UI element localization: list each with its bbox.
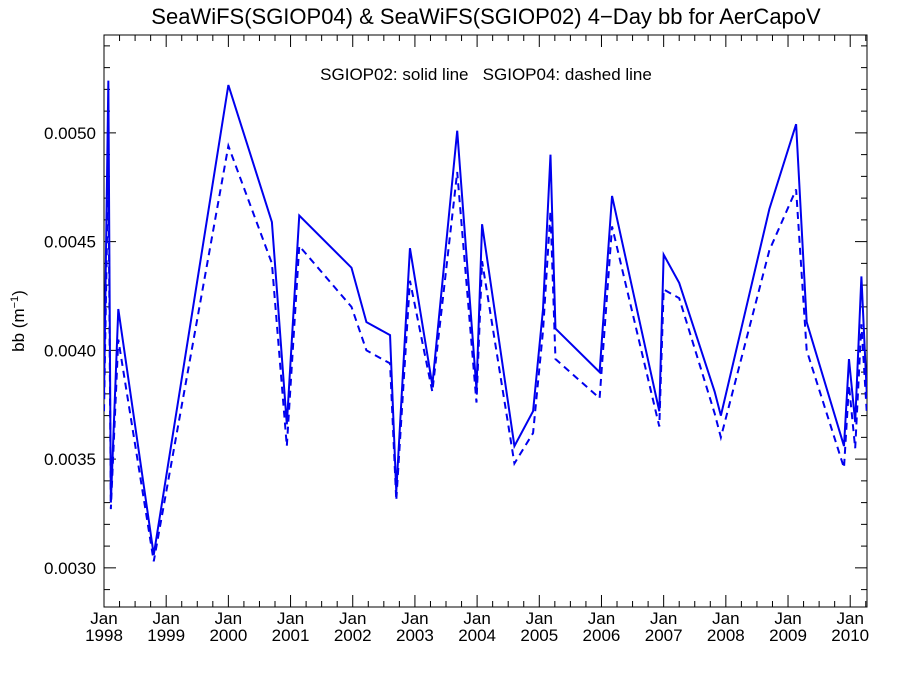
y-tick-label: 0.0030 [44,559,96,578]
series-line-sgiop04 [104,142,867,562]
series-style-annotation: SGIOP02: solid line SGIOP04: dashed line [320,65,652,84]
x-tick-label-year: 2008 [707,626,745,645]
x-tick-label-month: Jan [401,609,428,628]
x-tick-label-year: 2000 [209,626,247,645]
y-axis-label-text: bb (m [9,308,28,351]
y-tick-label: 0.0045 [44,233,96,252]
x-tick-label-year: 2005 [520,626,558,645]
x-tick-label-month: Jan [277,609,304,628]
y-tick-label: 0.0050 [44,124,96,143]
x-tick-label-year: 1998 [85,626,123,645]
y-axis-label-close: ) [9,290,28,296]
x-tick-label-year: 2001 [272,626,310,645]
x-tick-label-year: 2004 [458,626,496,645]
series-layer [104,80,867,562]
y-tick-label: 0.0035 [44,450,96,469]
x-tick-label-year: 2003 [396,626,434,645]
x-tick-label-month: Jan [339,609,366,628]
y-tick-label: 0.0040 [44,341,96,360]
x-tick-label-month: Jan [215,609,242,628]
y-axis-label-superscript: −1 [9,296,21,309]
x-tick-label-month: Jan [463,609,490,628]
y-axis-label: bb (m−1) [9,290,28,352]
x-tick-label-month: Jan [152,609,179,628]
chart-title: SeaWiFS(SGIOP04) & SeaWiFS(SGIOP02) 4−Da… [151,4,821,29]
x-axis: Jan1998Jan1999Jan2000Jan2001Jan2002Jan20… [85,35,869,645]
x-tick-label-year: 2006 [583,626,621,645]
x-tick-label-year: 1999 [147,626,185,645]
x-tick-label-year: 2002 [334,626,372,645]
x-tick-label-month: Jan [90,609,117,628]
x-tick-label-year: 2009 [769,626,807,645]
x-tick-label-year: 2007 [645,626,683,645]
series-line-sgiop02 [104,80,867,555]
x-tick-label-month: Jan [588,609,615,628]
x-tick-label-month: Jan [836,609,863,628]
x-tick-label-month: Jan [650,609,677,628]
plot-frame [103,34,868,608]
x-tick-label-month: Jan [712,609,739,628]
x-tick-label-year: 2010 [831,626,869,645]
x-tick-label-month: Jan [774,609,801,628]
x-tick-label-month: Jan [526,609,553,628]
